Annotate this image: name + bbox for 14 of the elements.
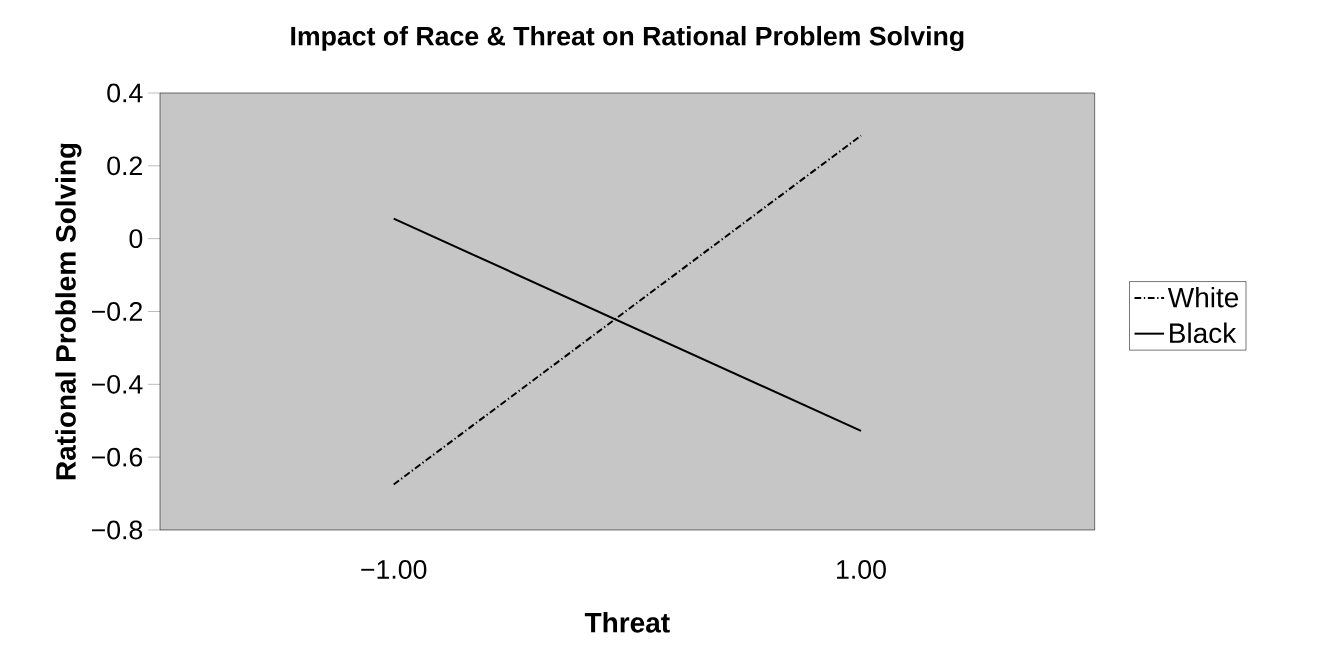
y-tick-label: −0.8 xyxy=(91,520,143,540)
legend-label: Black xyxy=(1170,322,1237,344)
legend-label: White xyxy=(1167,286,1239,308)
x-tick-label: −1.00 xyxy=(361,560,427,579)
y-tick-label: 0.2 xyxy=(107,156,142,176)
x-axis-title: Threat xyxy=(584,612,670,633)
chart-title: Impact of Race & Threat on Rational Problem Solving xyxy=(291,25,964,51)
y-tick-label: −0.6 xyxy=(91,447,143,467)
x-tick-label: 1.00 xyxy=(837,560,886,579)
y-axis-title: Rational Problem Solving xyxy=(55,143,82,480)
y-tick-label: 0.4 xyxy=(107,83,143,103)
y-tick-label: 0 xyxy=(129,229,143,249)
y-tick-label: −0.2 xyxy=(91,302,142,321)
y-tick-label: −0.4 xyxy=(91,374,143,394)
